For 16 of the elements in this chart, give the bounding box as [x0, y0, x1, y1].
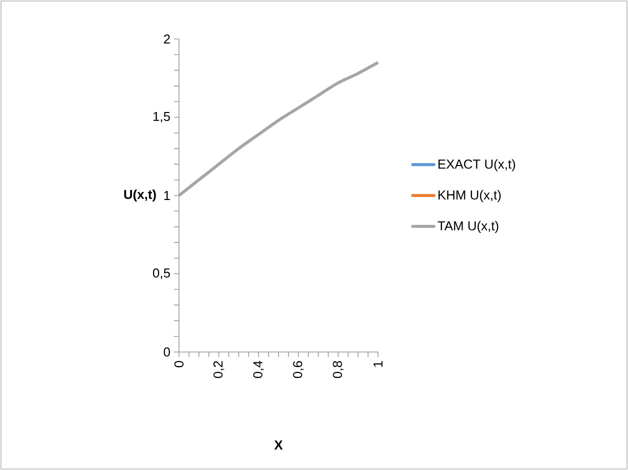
x-tick-label: 0,4	[253, 360, 264, 378]
y-tick-label: 2	[164, 34, 170, 44]
y-tick-label: 0	[164, 347, 170, 357]
legend-label: TAM U(x,t)	[438, 220, 498, 233]
legend-label: KHM U(x,t)	[438, 190, 501, 202]
x-tick-label: 0,6	[293, 361, 304, 378]
y-tick-label: 1,5	[153, 112, 170, 123]
x-axis-title: X	[274, 440, 283, 450]
y-axis-title: U(x,t)	[124, 189, 156, 202]
legend-label: EXACT U(x,t)	[438, 159, 516, 172]
y-tick-label: 0,5	[152, 268, 170, 280]
y-tick-label: 1	[164, 191, 170, 200]
x-tick-label: 0,2	[213, 361, 224, 378]
x-tick-label: 0,8	[332, 361, 344, 378]
x-tick-label: 0	[174, 361, 184, 368]
x-tick-label: 1	[374, 361, 382, 367]
